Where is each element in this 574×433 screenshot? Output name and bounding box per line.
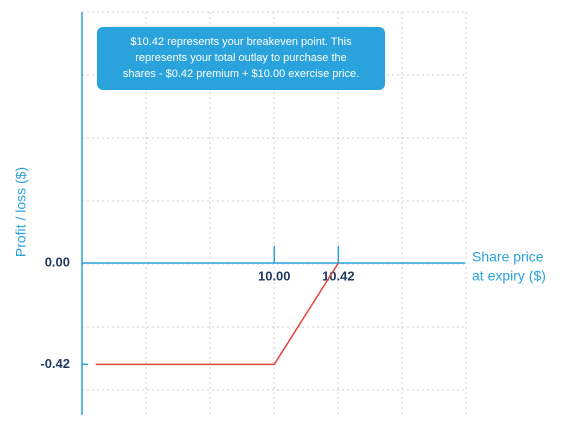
annotation-line: represents your total outlay to purchase… [135, 52, 347, 64]
x-tick-label: 10.00 [258, 268, 291, 283]
annotation-line: shares - $0.42 premium + $10.00 exercise… [123, 68, 359, 80]
y-axis-label: Profit / loss ($) [13, 167, 29, 257]
y-tick-label: -0.42 [40, 356, 70, 371]
x-axis-label: Share price [472, 249, 544, 265]
y-tick-label: 0.00 [45, 254, 70, 269]
x-tick-label: 10.42 [322, 268, 355, 283]
annotation-line: $10.42 represents your breakeven point. … [130, 36, 352, 48]
payoff-line [95, 262, 339, 366]
annotation-box [97, 27, 385, 90]
x-axis-label: at expiry ($) [472, 268, 546, 284]
